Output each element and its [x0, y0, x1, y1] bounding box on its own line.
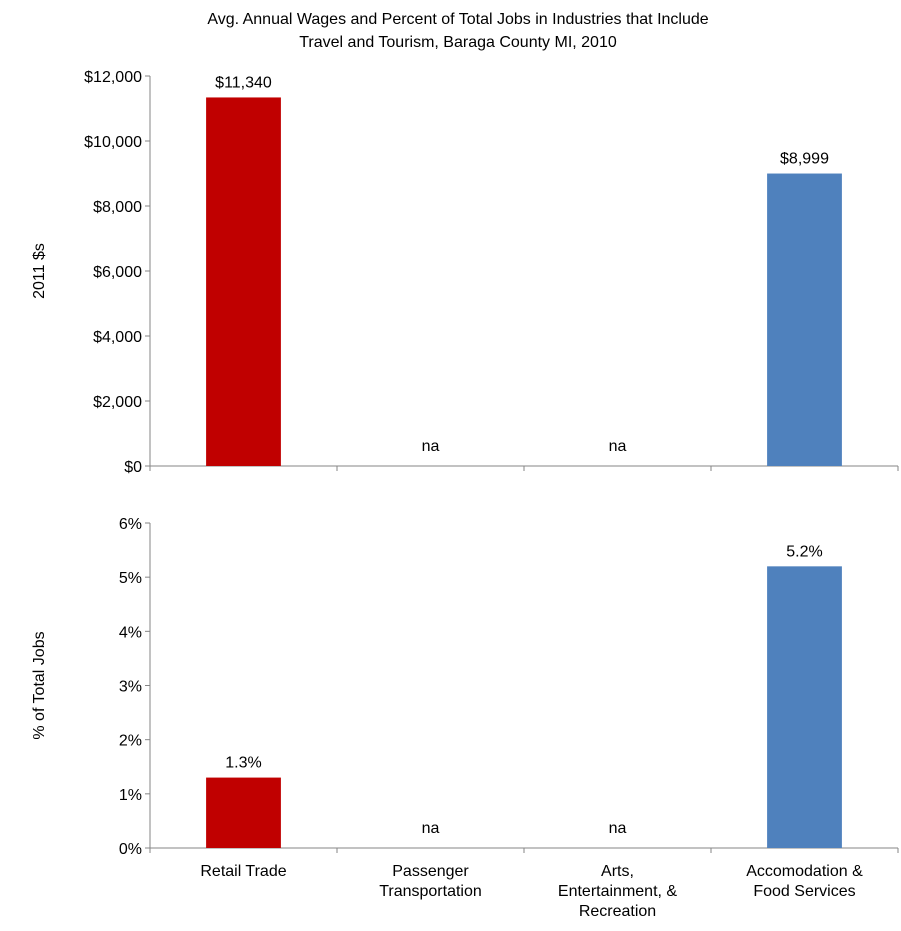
- data-label: 5.2%: [786, 543, 822, 560]
- y-tick-label: $10,000: [84, 134, 142, 151]
- data-label: na: [422, 438, 440, 455]
- y-tick-label: 2%: [119, 733, 142, 750]
- y-tick-label: 0%: [119, 841, 142, 858]
- data-label: na: [422, 820, 440, 837]
- x-category-label: Arts,: [601, 863, 634, 880]
- jobs-share-panel: 0% 1% 2% 3% 4% 5% 6% % of Total Jobs 1.3% na na 5.2…: [31, 516, 899, 920]
- y-axis-title: 2011 $s: [31, 243, 48, 299]
- bar: [206, 97, 281, 466]
- x-category-label: Retail Trade: [200, 863, 286, 880]
- y-tick-label: $8,000: [93, 199, 142, 216]
- y-tick-label: $4,000: [93, 329, 142, 346]
- bar: [767, 173, 842, 466]
- data-label: 1.3%: [225, 755, 261, 772]
- data-label: na: [609, 438, 627, 455]
- bar: [767, 566, 842, 848]
- y-tick-label: 3%: [119, 679, 142, 696]
- chart-title-line-2: Travel and Tourism, Baraga County MI, 20…: [299, 34, 617, 51]
- data-label: na: [609, 820, 627, 837]
- y-tick-label: 4%: [119, 624, 142, 641]
- y-tick-label: $0: [124, 459, 142, 476]
- x-category-label: Food Services: [753, 883, 855, 900]
- data-label: $11,340: [215, 74, 272, 91]
- y-tick-label: $6,000: [93, 264, 142, 281]
- data-label: $8,999: [780, 151, 829, 168]
- bar: [206, 777, 281, 848]
- y-tick-label: 6%: [119, 516, 142, 533]
- x-category-label: Transportation: [379, 883, 482, 900]
- y-tick-label: $2,000: [93, 394, 142, 411]
- y-tick-label: 1%: [119, 787, 142, 804]
- y-axis-title: % of Total Jobs: [31, 631, 48, 739]
- wages-panel: $0 $2,000 $4,000 $6,000 $8,000 $10,000 $12,000…: [31, 69, 899, 476]
- y-tick-label: $12,000: [84, 69, 142, 86]
- x-category-label: Accomodation &: [746, 863, 863, 880]
- x-category-label: Passenger: [392, 863, 469, 880]
- y-tick-label: 5%: [119, 570, 142, 587]
- x-category-label: Recreation: [579, 903, 656, 920]
- x-category-label: Entertainment, &: [558, 883, 678, 900]
- chart-title-line-1: Avg. Annual Wages and Percent of Total J…: [207, 11, 708, 28]
